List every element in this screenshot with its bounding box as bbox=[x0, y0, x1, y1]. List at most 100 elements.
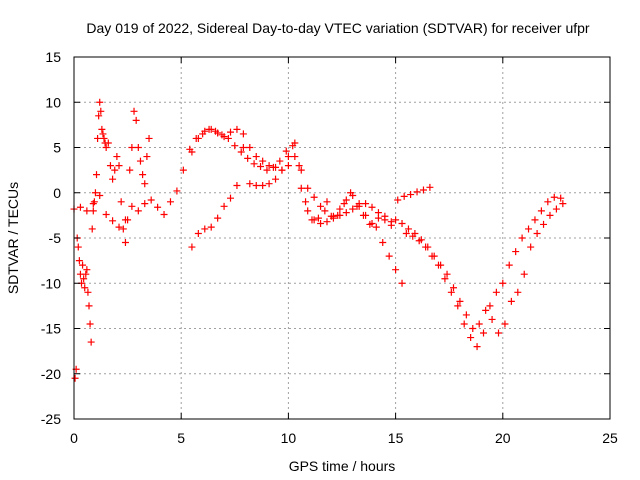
data-point bbox=[141, 180, 149, 188]
data-point bbox=[188, 148, 196, 156]
data-point bbox=[246, 144, 254, 151]
data-point bbox=[310, 193, 318, 201]
data-point bbox=[94, 134, 102, 142]
data-point bbox=[93, 171, 101, 179]
data-point bbox=[220, 202, 228, 210]
data-point bbox=[100, 134, 108, 142]
series-track-e bbox=[392, 200, 567, 337]
data-point bbox=[385, 252, 393, 260]
chart-title: Day 019 of 2022, Sidereal Day-to-day VTE… bbox=[86, 20, 590, 36]
data-point bbox=[407, 191, 415, 199]
data-point bbox=[134, 207, 142, 215]
data-point bbox=[141, 200, 149, 208]
data-point bbox=[147, 196, 155, 204]
series-early-spikes bbox=[71, 98, 153, 382]
data-point bbox=[557, 194, 565, 202]
y-tick-label: -20 bbox=[41, 366, 61, 382]
data-point bbox=[130, 107, 138, 115]
y-tick-label: 0 bbox=[53, 185, 61, 201]
data-point bbox=[314, 214, 322, 222]
data-point bbox=[437, 261, 445, 269]
data-point bbox=[85, 302, 93, 310]
data-point bbox=[323, 198, 331, 206]
data-point bbox=[106, 162, 114, 170]
data-point bbox=[544, 198, 552, 206]
data-point bbox=[132, 116, 140, 124]
data-point bbox=[74, 243, 82, 251]
data-point bbox=[317, 220, 325, 228]
data-point bbox=[501, 320, 509, 328]
data-point bbox=[456, 297, 464, 305]
data-point bbox=[233, 182, 241, 190]
data-point bbox=[368, 203, 376, 211]
data-point bbox=[250, 160, 258, 168]
data-point bbox=[284, 162, 292, 170]
data-point bbox=[257, 163, 265, 171]
data-point bbox=[419, 186, 427, 194]
data-point bbox=[265, 162, 273, 170]
data-point bbox=[124, 216, 132, 224]
data-point bbox=[512, 248, 520, 256]
data-point bbox=[81, 284, 89, 292]
data-point bbox=[550, 193, 558, 201]
data-point bbox=[467, 334, 475, 342]
data-point bbox=[119, 225, 127, 233]
data-point bbox=[486, 302, 494, 310]
data-point bbox=[394, 196, 402, 204]
data-point bbox=[194, 229, 202, 237]
data-point bbox=[87, 338, 95, 346]
data-point bbox=[454, 302, 462, 310]
data-point bbox=[276, 157, 284, 165]
data-point bbox=[145, 134, 153, 142]
data-point bbox=[417, 236, 425, 244]
data-point bbox=[239, 144, 247, 151]
data-point bbox=[96, 98, 104, 106]
data-point bbox=[552, 205, 560, 213]
y-tick-label: 15 bbox=[45, 49, 61, 65]
data-point bbox=[374, 209, 382, 217]
data-point bbox=[96, 191, 104, 199]
data-point bbox=[447, 288, 455, 296]
data-point bbox=[546, 211, 554, 219]
data-point bbox=[239, 130, 247, 138]
data-point bbox=[126, 166, 134, 174]
data-point bbox=[136, 157, 144, 165]
data-point bbox=[310, 216, 318, 224]
data-point bbox=[207, 223, 215, 231]
data-point bbox=[104, 139, 112, 147]
data-point bbox=[381, 216, 389, 224]
y-tick-label: -5 bbox=[49, 230, 62, 246]
data-point bbox=[201, 225, 209, 233]
data-point bbox=[252, 153, 260, 161]
data-point bbox=[505, 261, 513, 269]
data-point bbox=[237, 148, 245, 156]
data-point bbox=[214, 214, 222, 222]
data-point bbox=[349, 191, 357, 199]
data-point bbox=[413, 188, 421, 196]
data-point bbox=[98, 125, 106, 133]
data-point bbox=[272, 175, 280, 183]
data-point bbox=[86, 320, 94, 328]
data-point bbox=[443, 270, 451, 278]
data-point bbox=[462, 311, 470, 319]
data-point bbox=[166, 198, 174, 206]
x-axis-label: GPS time / hours bbox=[289, 458, 396, 474]
data-point bbox=[113, 153, 121, 161]
y-tick-label: -25 bbox=[41, 411, 61, 427]
y-tick-label: -15 bbox=[41, 321, 61, 337]
data-point bbox=[246, 180, 254, 188]
data-point bbox=[342, 209, 350, 217]
data-point bbox=[97, 107, 105, 115]
data-point bbox=[109, 175, 117, 183]
data-point bbox=[492, 288, 500, 296]
data-point bbox=[336, 205, 344, 213]
data-point bbox=[372, 223, 380, 231]
data-point bbox=[398, 279, 406, 287]
data-point bbox=[295, 162, 303, 170]
data-point bbox=[139, 171, 147, 179]
data-point bbox=[392, 216, 400, 224]
data-point bbox=[304, 207, 312, 215]
data-point bbox=[128, 144, 136, 151]
data-point bbox=[272, 163, 280, 171]
